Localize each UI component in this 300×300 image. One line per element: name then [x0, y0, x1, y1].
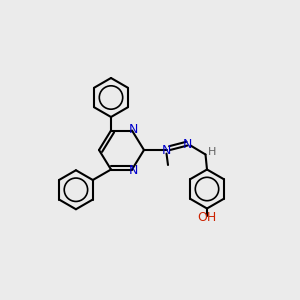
Text: N: N — [129, 122, 138, 136]
Text: N: N — [129, 164, 138, 178]
Text: OH: OH — [197, 211, 217, 224]
Text: N: N — [162, 143, 171, 157]
Text: N: N — [183, 138, 192, 151]
Text: H: H — [208, 147, 216, 157]
